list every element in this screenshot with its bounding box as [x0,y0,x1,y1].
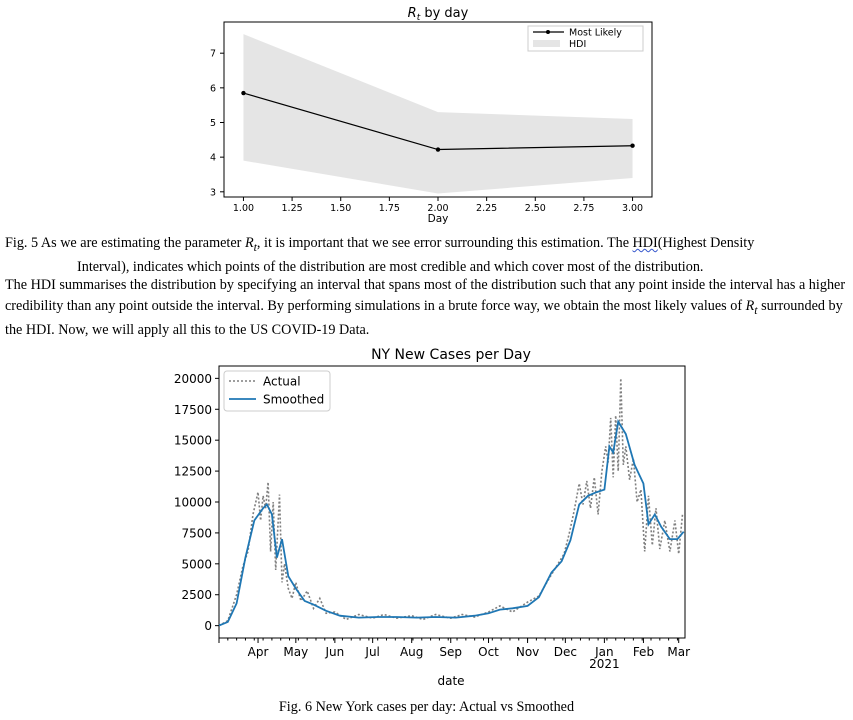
most-likely-point [630,143,635,148]
x-tick-label: Aug [400,645,423,659]
x-tick-label: 1.25 [282,203,303,214]
y-tick-label: 17500 [174,403,212,417]
x-tick-label: Feb [633,645,654,659]
figure-5-rt-chart: Rt by day 1.00 1.25 1.50 1.75 2.00 2.25 2.50 2.… [210,6,653,225]
x-tick-label: 1.00 [233,203,254,214]
fig6-caption: Fig. 6 New York cases per day: Actual vs… [278,699,575,715]
y-tick-label: 3 [210,187,216,198]
y-tick-label: 5000 [181,557,212,571]
fig5-caption: Fig. 5 As we are estimating the paramete… [5,235,755,276]
y-tick-label: 10000 [174,496,212,510]
x-tick-label: 1.75 [379,203,400,214]
x-tick-label: Jun [324,645,344,659]
x-tick-label: 2.75 [573,203,594,214]
legend-marker-most-likely [546,30,550,34]
actual-series-line [218,378,684,627]
x-tick-label: Nov [516,645,539,659]
x-tick-label: 2.00 [427,203,448,214]
y-tick-label: 2500 [181,588,212,602]
x-tick-label: Jul [364,645,379,659]
legend-label-actual: Actual [263,375,301,389]
x-tick-label: 1.50 [330,203,351,214]
legend-label-most-likely: Most Likely [569,28,622,39]
x-tick-label: Apr [248,645,269,659]
figure-6-ny-cases-chart: NY New Cases per Day 0 2500 5000 7500 10000 1… [174,347,690,688]
legend-swatch-hdi [533,40,560,47]
hdi-paragraph: The HDI summarises the distribution by s… [5,277,846,338]
x-tick-label: Oct [478,645,499,659]
x-tick-label: 3.00 [622,203,643,214]
y-tick-label: 7500 [181,526,212,540]
y-tick-label: 4 [210,153,216,164]
fig5-title: Rt by day [408,6,469,23]
smoothed-series-line [218,419,685,627]
x-tick-label: 2.25 [476,203,497,214]
y-tick-label: 12500 [174,465,212,479]
x-tick-label: May [283,645,308,659]
y-tick-label: 6 [210,83,216,94]
legend-label-smoothed: Smoothed [263,393,324,407]
most-likely-point [241,90,246,96]
hdi-band [243,34,633,194]
fig6-xlabel: date [437,674,464,688]
legend-label-hdi: HDI [569,39,586,50]
fig6-title: NY New Cases per Day [371,347,531,363]
fig6-legend: Actual Smoothed [223,370,331,412]
fig5-xlabel: Day [428,213,449,225]
x-tick-label: Jan [594,645,614,659]
fig5-legend: Most Likely HDI [527,25,644,52]
y-tick-label: 20000 [174,372,212,386]
x-year-label: 2021 [589,657,620,671]
y-tick-label: 7 [210,49,216,60]
x-tick-label: 2.50 [525,203,546,214]
y-tick-label: 15000 [174,434,212,448]
x-tick-label: Sep [439,645,462,659]
most-likely-point [435,147,441,152]
x-tick-label: Mar [667,645,690,659]
y-tick-label: 5 [210,118,216,129]
y-tick-label: 0 [204,619,212,633]
x-tick-label: Dec [554,645,577,659]
